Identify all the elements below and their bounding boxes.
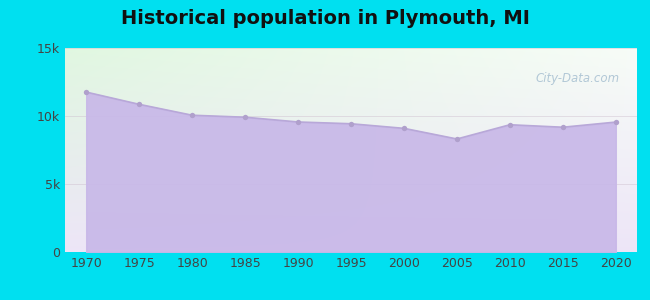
Point	[293, 120, 304, 124]
Point	[398, 126, 409, 131]
Point	[240, 115, 250, 120]
Text: Historical population in Plymouth, MI: Historical population in Plymouth, MI	[120, 9, 530, 28]
Point	[134, 102, 144, 107]
Point	[452, 136, 462, 141]
Point	[187, 113, 198, 118]
Point	[504, 122, 515, 127]
Text: City-Data.com: City-Data.com	[536, 73, 620, 85]
Point	[81, 90, 92, 94]
Point	[346, 122, 356, 126]
Point	[558, 125, 568, 130]
Point	[610, 120, 621, 124]
